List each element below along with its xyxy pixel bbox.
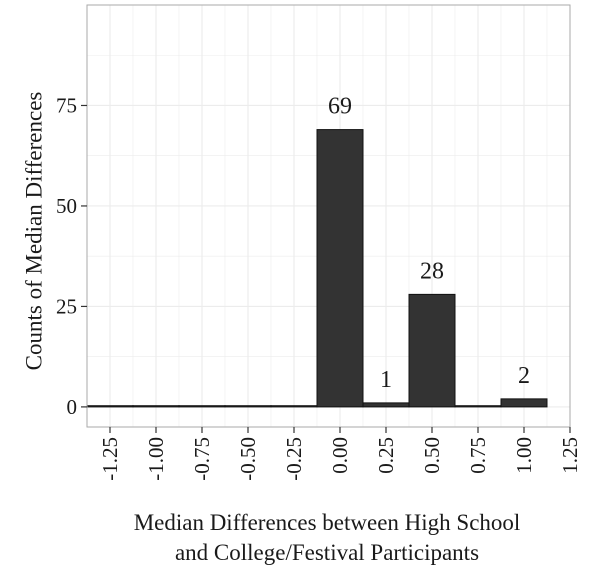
- y-axis-title: Counts of Median Differences: [22, 92, 47, 371]
- y-tick-label: 50: [56, 194, 77, 218]
- x-axis-title-line-2: and College/Festival Participants: [175, 540, 479, 565]
- histogram-bar: [500, 398, 548, 408]
- bar-value-label: 28: [420, 258, 444, 284]
- histogram-bar: [132, 405, 180, 408]
- plot-panel-border: [86, 4, 571, 428]
- histogram-bar: [362, 402, 410, 408]
- y-tick-label: 75: [56, 93, 77, 117]
- bar-value-label: 69: [328, 94, 352, 120]
- x-tick-label: 1.25: [558, 437, 582, 474]
- histogram-bar: [408, 293, 456, 408]
- bar-value-label: 1: [380, 367, 392, 393]
- y-tick-label: 0: [67, 395, 78, 419]
- axis-ticks: -1.25 -1.00 -0.75 -0.50 -0.25 0.00 0.25 0.50 0.7…: [56, 93, 582, 480]
- histogram-bar: [316, 129, 364, 408]
- histogram-bar: [270, 405, 318, 408]
- x-tick-label: -1.00: [144, 437, 168, 481]
- x-tick-label: -0.25: [282, 437, 306, 481]
- x-tick-label: 0.00: [328, 437, 352, 474]
- x-axis-title-line-1: Median Differences between High School: [134, 510, 521, 535]
- x-tick-label: -0.75: [190, 437, 214, 481]
- bars: [86, 129, 548, 408]
- histogram-bar: [454, 405, 502, 408]
- bar-value-label: 2: [518, 363, 530, 389]
- x-tick-label: 0.50: [420, 437, 444, 474]
- x-tick-label: 0.75: [466, 437, 490, 474]
- histogram-bar: [86, 405, 134, 408]
- x-tick-label: 1.00: [512, 437, 536, 474]
- histogram-bar: [178, 405, 226, 408]
- x-tick-label: 0.25: [374, 437, 398, 474]
- histogram-bar: [224, 405, 272, 408]
- x-tick-label: -0.50: [236, 437, 260, 481]
- bar-value-labels: 69 1 28 2: [328, 94, 530, 393]
- x-tick-label: -1.25: [98, 437, 122, 481]
- y-tick-label: 25: [56, 294, 77, 318]
